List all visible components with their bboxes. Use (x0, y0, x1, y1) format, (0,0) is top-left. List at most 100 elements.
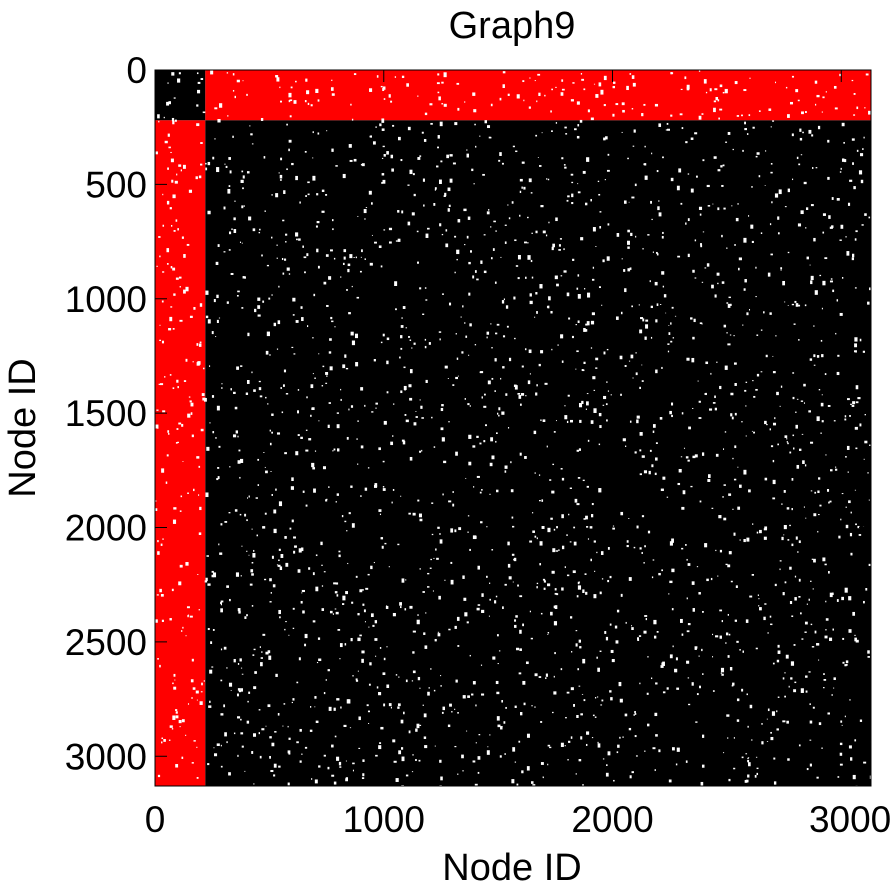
speckle-gap (216, 319, 219, 324)
speckle-gap (350, 637, 353, 642)
speckle-gap (792, 178, 794, 181)
speckle-gap (434, 187, 437, 190)
speckle-gap (660, 665, 664, 668)
speckle-gap (811, 134, 814, 137)
speckle-gap (381, 545, 384, 549)
speckle-gap (276, 244, 278, 246)
speckle-gap (383, 154, 386, 157)
speckle-gap (701, 452, 705, 456)
speckle-gap (804, 464, 807, 467)
speckle-gap (773, 781, 777, 785)
speckle-gap (213, 747, 215, 749)
speckle-gap (793, 689, 797, 693)
speckle-gap (400, 159, 403, 162)
speckle-gap (646, 692, 649, 695)
speckle-gap (662, 285, 665, 288)
speckle-gap (670, 72, 674, 75)
speckle-gap (175, 711, 178, 714)
speckle-gap (796, 156, 799, 160)
speckle-gap (325, 194, 328, 196)
speckle-gap (730, 580, 733, 583)
speckle-gap (183, 254, 186, 258)
speckle-gap (505, 305, 509, 309)
speckle-gap (348, 408, 350, 411)
speckle-gap (725, 642, 727, 644)
speckle-gap (864, 107, 866, 109)
speckle-gap (193, 488, 195, 492)
speckle-gap (750, 739, 753, 741)
speckle-gap (806, 603, 808, 605)
speckle-gap (206, 446, 210, 451)
speckle-gap (756, 531, 759, 534)
speckle-gap (173, 230, 176, 232)
speckle-gap (424, 112, 428, 116)
speckle-gap (375, 655, 377, 657)
speckle-gap (731, 416, 734, 420)
speckle-gap (251, 528, 253, 530)
speckle-gap (295, 232, 299, 237)
speckle-gap (512, 145, 515, 148)
speckle-gap (637, 637, 640, 640)
speckle-gap (645, 324, 649, 329)
speckle-gap (764, 526, 768, 530)
speckle-gap (261, 254, 263, 257)
speckle-gap (619, 698, 623, 703)
speckle-gap (346, 289, 348, 291)
speckle-gap (444, 365, 448, 369)
speckle-gap (751, 430, 754, 432)
speckle-gap (827, 139, 830, 143)
speckle-gap (699, 322, 703, 325)
speckle-gap (514, 385, 518, 390)
speckle-gap (752, 380, 754, 382)
speckle-gap (814, 80, 818, 84)
speckle-gap (177, 441, 179, 444)
speckle-gap (784, 206, 787, 208)
speckle-gap (425, 379, 428, 383)
speckle-gap (386, 684, 390, 689)
speckle-gap (355, 362, 359, 367)
speckle-gap (270, 769, 274, 773)
speckle-gap (774, 193, 779, 198)
speckle-gap (360, 495, 362, 497)
speckle-gap (682, 490, 686, 495)
speckle-gap (271, 236, 273, 239)
speckle-gap (248, 691, 251, 694)
plot-area (154, 69, 874, 790)
speckle-gap (575, 630, 578, 632)
speckle-gap (332, 228, 334, 231)
speckle-gap (739, 648, 741, 651)
speckle-gap (258, 709, 261, 711)
speckle-gap (549, 479, 552, 481)
speckle-gap (385, 605, 389, 609)
speckle-gap (395, 308, 397, 311)
speckle-gap (554, 652, 556, 655)
speckle-gap (456, 357, 459, 360)
speckle-gap (198, 494, 200, 496)
speckle-gap (711, 284, 714, 289)
speckle-gap (288, 737, 291, 740)
speckle-gap (864, 440, 868, 444)
speckle-gap (519, 214, 521, 217)
speckle-gap (191, 434, 194, 438)
speckle-gap (750, 224, 754, 229)
speckle-gap (616, 751, 619, 754)
speckle-gap (717, 207, 720, 211)
speckle-gap (621, 258, 623, 260)
speckle-gap (848, 500, 851, 504)
speckle-gap (691, 357, 695, 363)
speckle-gap (217, 467, 220, 469)
speckle-gap (364, 621, 367, 623)
speckle-gap (797, 304, 801, 307)
speckle-gap (785, 86, 788, 89)
speckle-gap (195, 176, 198, 180)
speckle-gap (267, 403, 269, 405)
speckle-gap (553, 621, 558, 626)
speckle-gap (564, 717, 567, 719)
speckle-gap (209, 422, 211, 424)
speckle-gap (597, 741, 599, 744)
speckle-gap (159, 664, 161, 668)
speckle-gap (173, 97, 176, 99)
speckle-gap (371, 411, 374, 413)
speckle-gap (856, 149, 859, 152)
speckle-gap (847, 202, 851, 206)
